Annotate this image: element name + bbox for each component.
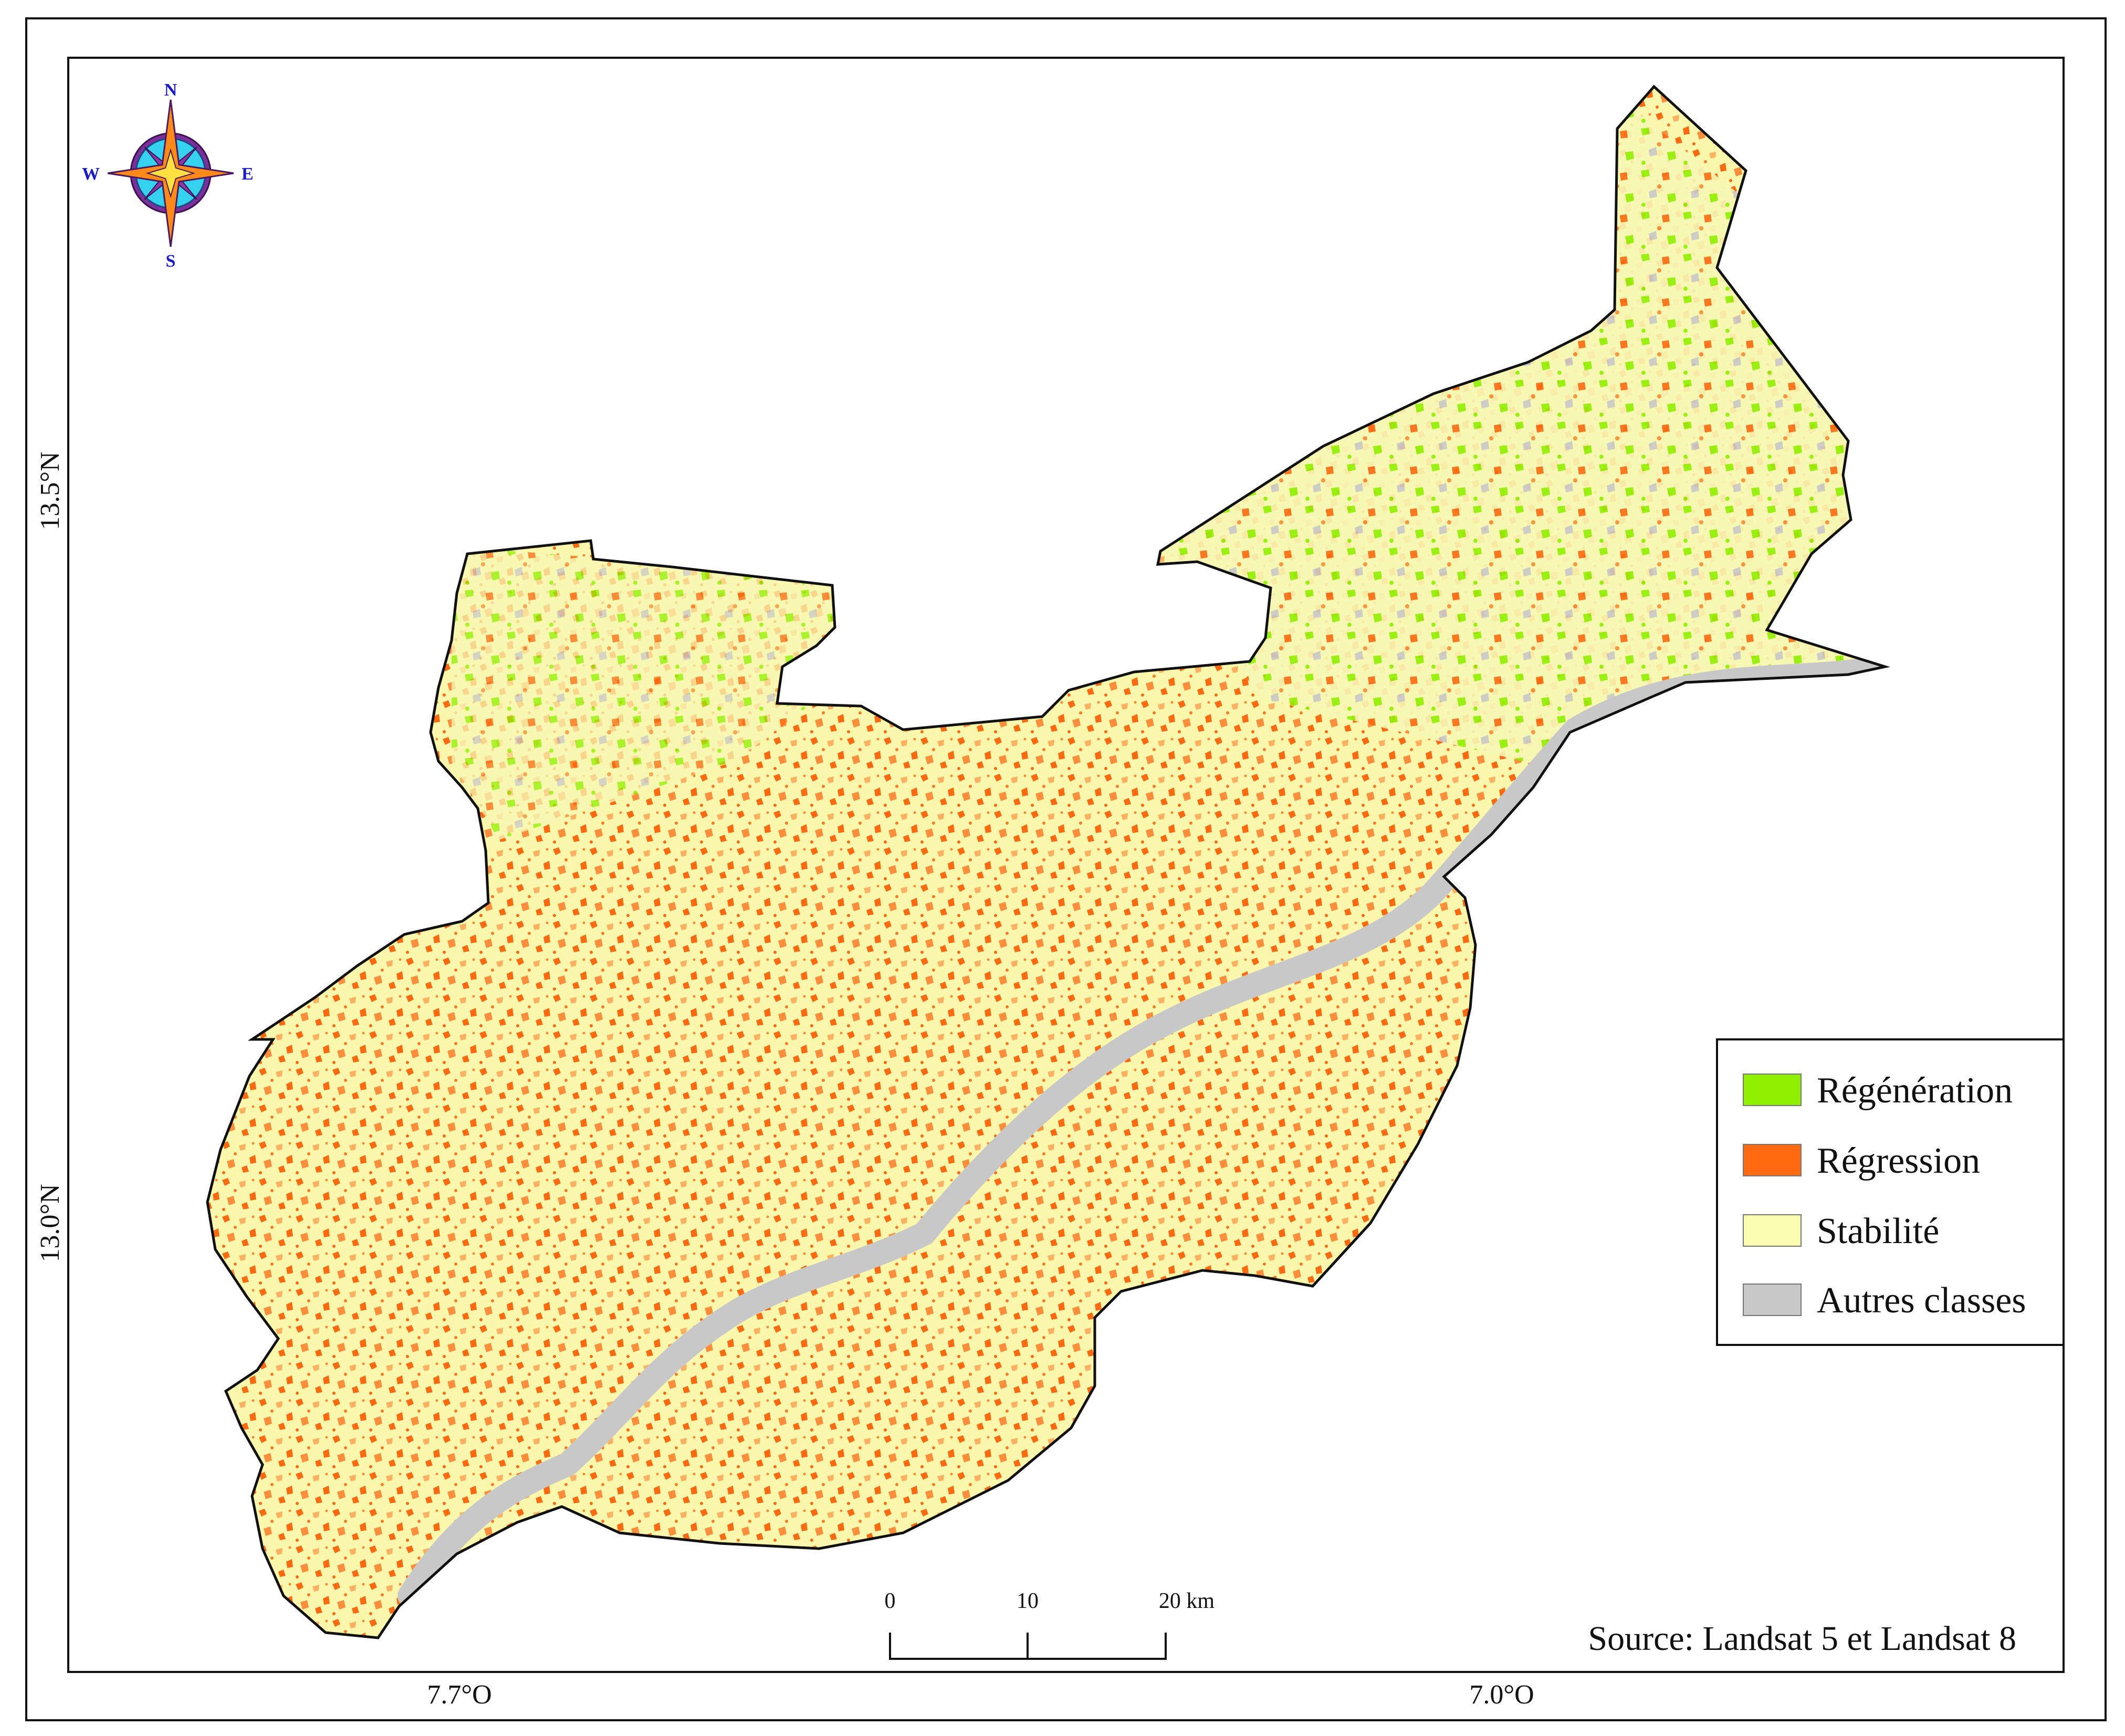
compass-e-label: E xyxy=(242,164,254,184)
legend-swatch-stability xyxy=(1743,1214,1802,1247)
legend-item-regression: Régression xyxy=(1743,1141,1980,1181)
legend-label-stability: Stabilité xyxy=(1817,1211,1939,1251)
scale-tick-20: 20 km xyxy=(1159,1589,1215,1613)
legend-item-stability: Stabilité xyxy=(1743,1211,1939,1251)
legend-item-regeneration: Régénération xyxy=(1743,1070,2013,1111)
lon-label-right: 7.0°O xyxy=(1469,1680,1534,1710)
northwest-zone xyxy=(452,546,840,840)
legend-label-other: Autres classes xyxy=(1817,1280,2026,1321)
legend-swatch-regression xyxy=(1743,1144,1802,1176)
study-area xyxy=(207,87,1885,1638)
legend-swatch-regeneration xyxy=(1743,1074,1802,1106)
legend: Régénération Régression Stabilité Autres… xyxy=(1716,1038,2065,1346)
inner-frame xyxy=(67,57,2065,1673)
scale-tick-0: 0 xyxy=(885,1589,896,1613)
scale-tick-10: 10 xyxy=(1017,1589,1039,1613)
legend-swatch-other xyxy=(1743,1283,1802,1316)
lon-label-left: 7.7°O xyxy=(427,1680,491,1710)
north-zone xyxy=(1155,105,1885,761)
north-arrow: N S E W xyxy=(82,80,254,271)
compass-star-core xyxy=(145,148,196,198)
legend-label-regression: Régression xyxy=(1817,1141,1980,1181)
outer-frame xyxy=(25,17,2107,1721)
lat-label-bottom: 13.0°N xyxy=(35,1184,65,1262)
scale-bar: 0 10 20 km xyxy=(885,1589,1215,1660)
lat-label-top: 13.5°N xyxy=(35,451,65,530)
compass-s-label: S xyxy=(166,251,176,271)
compass-w-label: W xyxy=(82,164,100,184)
compass-n-label: N xyxy=(164,80,177,100)
legend-item-other: Autres classes xyxy=(1743,1280,2026,1321)
source-text: Source: Landsat 5 et Landsat 8 xyxy=(1588,1619,2016,1658)
legend-label-regeneration: Régénération xyxy=(1817,1070,2013,1111)
